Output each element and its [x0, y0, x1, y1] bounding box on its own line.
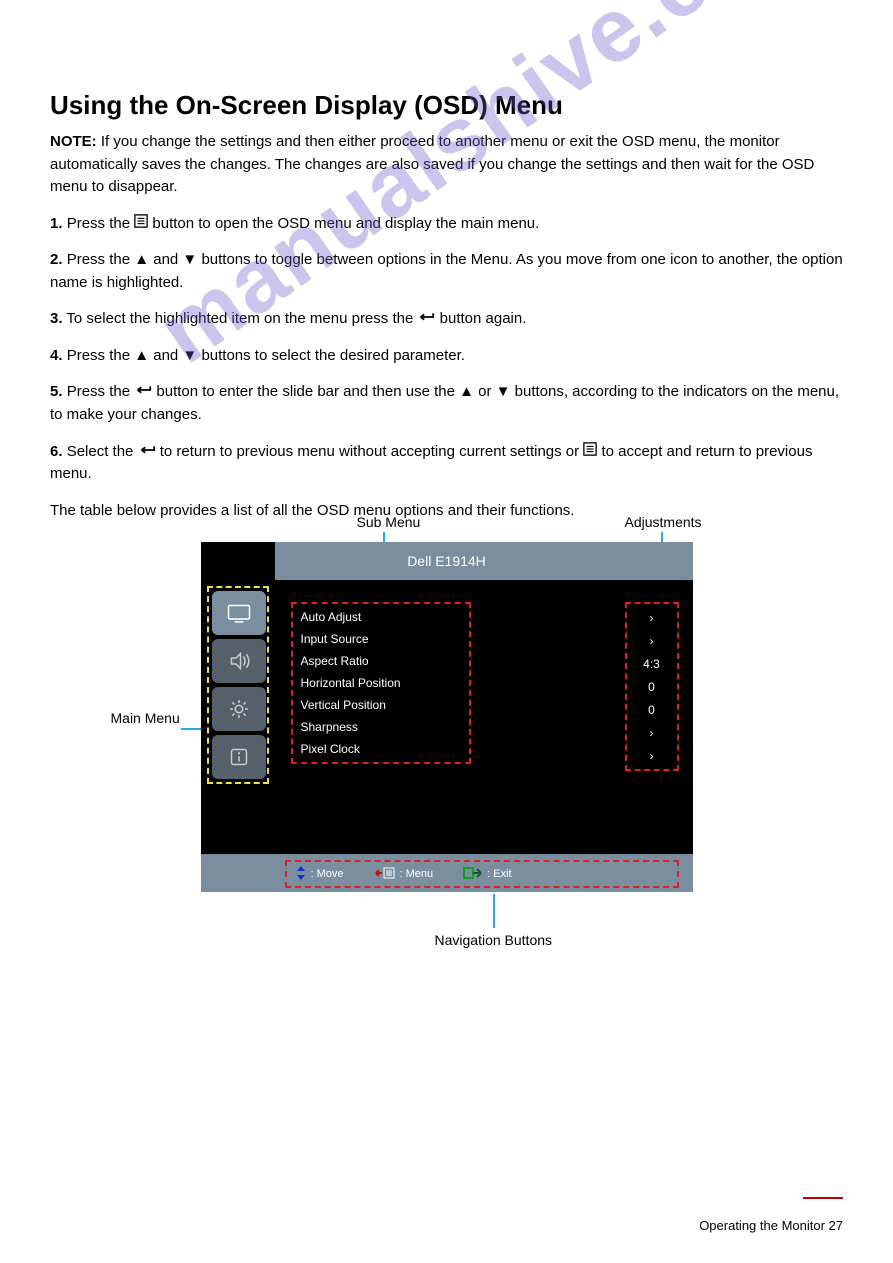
nav-menu: : Menu — [374, 866, 434, 883]
osd-sub-item[interactable]: Horizontal Position — [301, 676, 461, 690]
callout-adjustments: Adjustments — [625, 514, 702, 530]
display-settings-icon[interactable] — [212, 591, 266, 635]
osd-adjustment-values: › › 4:3 0 0 › › — [625, 602, 679, 771]
osd-adj-value: › — [650, 633, 654, 648]
osd-adj-value: 0 — [648, 679, 655, 694]
step-text: button to enter the slide bar and then u… — [50, 384, 839, 424]
note-text: If you change the settings and then eith… — [50, 133, 814, 195]
step-text: Press the ▲ and ▼ buttons to toggle betw… — [50, 251, 843, 291]
osd-screen: Dell E1914H — [201, 542, 693, 892]
callout-submenu: Sub Menu — [357, 514, 421, 530]
callout-mainmenu: Main Menu — [111, 710, 180, 726]
step-num: 6. — [50, 443, 63, 460]
step-text: Select the — [67, 443, 138, 460]
step-text: To select the highlighted item on the me… — [66, 310, 417, 327]
other-settings-icon[interactable] — [212, 687, 266, 731]
note-block: NOTE: If you change the settings and the… — [50, 131, 843, 199]
info-icon[interactable] — [212, 735, 266, 779]
enter-icon — [138, 441, 156, 464]
enter-icon — [134, 381, 152, 404]
step-num: 4. — [50, 347, 63, 364]
step-6: 6. Select the to return to previous menu… — [50, 441, 843, 486]
callout-line — [493, 894, 495, 928]
nav-exit: : Exit — [463, 866, 511, 883]
step-num: 1. — [50, 215, 63, 232]
step-num: 3. — [50, 310, 63, 327]
osd-adj-value: › — [650, 725, 654, 740]
step-num: 5. — [50, 384, 63, 401]
osd-main-menu-icons — [207, 586, 269, 784]
updown-icon — [295, 865, 307, 884]
osd-sub-items: Auto Adjust Input Source Aspect Ratio Ho… — [291, 602, 471, 764]
osd-sub-item[interactable]: Sharpness — [301, 720, 461, 734]
step-text: Press the — [67, 215, 135, 232]
step-text: button to open the OSD menu and display … — [152, 215, 539, 232]
osd-nav-buttons: : Move : Menu : Exit — [285, 860, 679, 888]
step-text: Press the ▲ and ▼ buttons to select the … — [67, 347, 465, 364]
nav-move: : Move — [295, 865, 344, 884]
step-text: button again. — [440, 310, 527, 327]
osd-diagram: Sub Menu Adjustments Main Menu Dell E191… — [137, 542, 757, 892]
page-title: Using the On-Screen Display (OSD) Menu — [50, 90, 843, 121]
osd-adj-value: 0 — [648, 702, 655, 717]
menu-icon — [134, 213, 148, 236]
menu-icon — [583, 441, 597, 464]
step-num: 2. — [50, 251, 63, 268]
osd-title: Dell E1914H — [407, 553, 486, 569]
step-1: 1. Press the button to open the OSD menu… — [50, 213, 843, 236]
osd-main-menu-strip — [201, 542, 275, 854]
osd-sub-item[interactable]: Aspect Ratio — [301, 654, 461, 668]
footer-accent — [803, 1197, 843, 1199]
step-text: to return to previous menu without accep… — [160, 443, 584, 460]
enter-icon — [417, 308, 435, 331]
osd-sub-item[interactable]: Auto Adjust — [301, 610, 461, 624]
step-5: 5. Press the button to enter the slide b… — [50, 381, 843, 426]
osd-sub-item[interactable]: Vertical Position — [301, 698, 461, 712]
osd-footer: : Move : Menu : Exit — [201, 854, 693, 892]
nav-label: : Menu — [400, 868, 434, 880]
callout-nav: Navigation Buttons — [435, 932, 553, 948]
osd-adj-value: 4:3 — [643, 656, 660, 671]
nav-label: : Move — [311, 868, 344, 880]
osd-main-panel: Auto Adjust Input Source Aspect Ratio Ho… — [275, 580, 693, 854]
osd-sub-item[interactable]: Input Source — [301, 632, 461, 646]
osd-adj-value: › — [650, 748, 654, 763]
back-menu-icon — [374, 866, 396, 883]
step-3: 3. To select the highlighted item on the… — [50, 308, 843, 331]
table-intro: The table below provides a list of all t… — [50, 500, 843, 523]
osd-adj-value: › — [650, 610, 654, 625]
osd-sub-item[interactable]: Pixel Clock — [301, 742, 461, 756]
step-text: Press the — [67, 384, 135, 401]
step-4: 4. Press the ▲ and ▼ buttons to select t… — [50, 345, 843, 368]
audio-settings-icon[interactable] — [212, 639, 266, 683]
nav-label: : Exit — [487, 868, 511, 880]
page-footer: Operating the Monitor 27 — [699, 1218, 843, 1233]
exit-icon — [463, 866, 483, 883]
note-label: NOTE: — [50, 133, 97, 150]
step-2: 2. Press the ▲ and ▼ buttons to toggle b… — [50, 249, 843, 294]
